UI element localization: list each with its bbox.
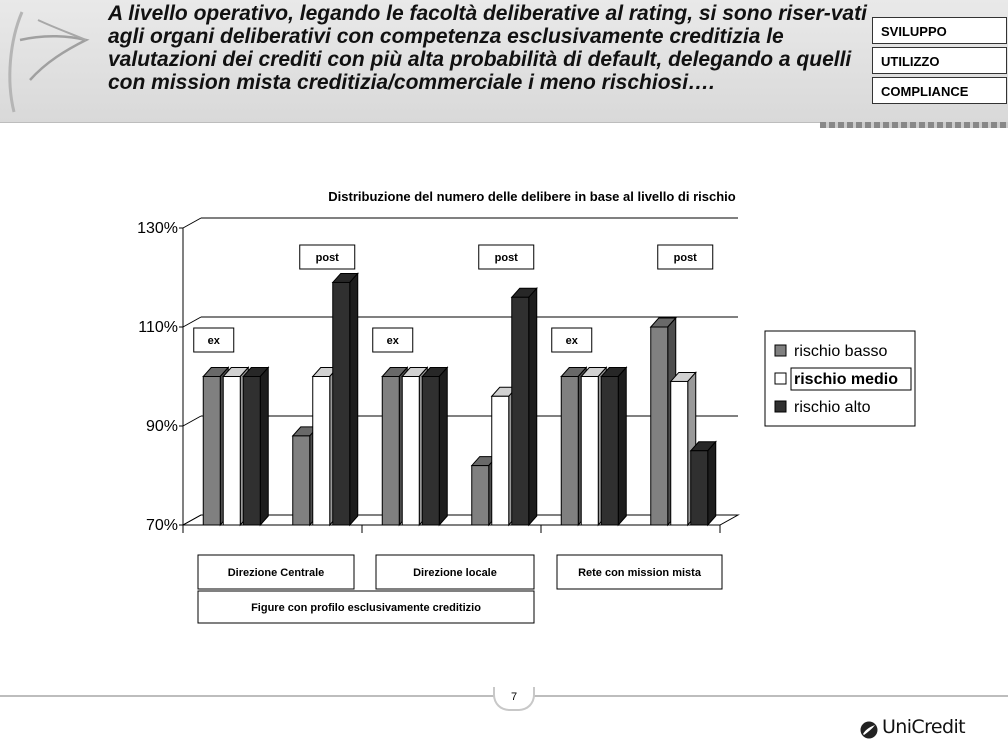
group-label: Direzione locale	[413, 567, 497, 579]
bar	[491, 395, 510, 526]
bar-side	[617, 366, 627, 527]
bar	[650, 326, 669, 526]
group-label-box	[197, 554, 355, 590]
header-banner: A livello operativo, legando le facoltà …	[0, 0, 1008, 123]
chart-title: Distribuzione del numero delle delibere …	[328, 189, 735, 204]
tab-sviluppo[interactable]: SVILUPPO	[872, 17, 1007, 44]
bar	[381, 376, 400, 526]
group-label: Direzione Centrale	[228, 567, 325, 579]
bar	[202, 376, 221, 526]
brand-name: UniCredit	[882, 716, 966, 738]
bar	[690, 450, 709, 526]
bar	[222, 376, 241, 526]
bar	[421, 376, 440, 526]
super-label: Figure con profilo esclusivamente credit…	[251, 602, 481, 614]
y-tick-label: 110%	[138, 319, 178, 336]
category-label-box	[478, 244, 535, 270]
group-label: Rete con mission mista	[578, 567, 702, 579]
group-label-box	[375, 554, 535, 590]
bar	[560, 376, 579, 526]
y-tick-label: 130%	[137, 220, 178, 237]
bar	[292, 435, 311, 526]
header-dash-strip	[820, 122, 1008, 128]
category-label-box	[372, 327, 414, 353]
bar-side	[707, 440, 717, 527]
legend-swatch	[774, 372, 787, 385]
tab-compliance[interactable]: COMPLIANCE	[872, 77, 1007, 104]
unicredit-logo-icon	[860, 721, 878, 739]
bar	[670, 380, 689, 526]
legend-label: rischio basso	[794, 343, 887, 360]
category-label: post	[495, 252, 519, 264]
bar	[511, 296, 530, 526]
legend-swatch	[774, 344, 787, 357]
bar	[312, 376, 331, 526]
bar-side	[438, 366, 448, 527]
bar	[242, 376, 261, 526]
group-label-box	[556, 554, 723, 590]
bar-side	[349, 272, 359, 527]
legend-label: rischio medio	[794, 371, 898, 388]
bar	[401, 376, 420, 526]
y-tick-label: 70%	[146, 517, 178, 534]
category-label: post	[316, 252, 340, 264]
bar-side	[259, 366, 269, 527]
header-text: A livello operativo, legando le facoltà …	[108, 2, 867, 94]
legend-highlight	[790, 367, 912, 391]
bar-chart: Distribuzione del numero delle delibere …	[137, 189, 916, 624]
category-label-box	[193, 327, 235, 353]
category-label-box	[657, 244, 714, 270]
category-label-box	[299, 244, 356, 270]
category-label: ex	[208, 335, 221, 347]
legend-swatch	[774, 400, 787, 413]
category-label: ex	[387, 335, 400, 347]
y-tick-label: 90%	[146, 418, 178, 435]
grid-diagonal	[182, 217, 202, 229]
category-label-box	[551, 327, 593, 353]
super-label-box	[197, 590, 535, 624]
bar	[332, 281, 351, 526]
section-tabs: SVILUPPO UTILIZZO COMPLIANCE	[872, 17, 1007, 107]
swoosh-logo-icon	[8, 11, 90, 113]
page-number: 7	[493, 687, 535, 711]
bar	[580, 376, 599, 526]
bar	[471, 465, 490, 526]
legend-label: rischio alto	[794, 399, 871, 416]
grid-diagonal	[182, 415, 202, 427]
bar-side	[528, 286, 538, 527]
bar	[600, 376, 619, 526]
category-label: post	[674, 252, 698, 264]
grid-diagonal	[182, 316, 202, 328]
tab-utilizzo[interactable]: UTILIZZO	[872, 47, 1007, 74]
category-label: ex	[566, 335, 579, 347]
